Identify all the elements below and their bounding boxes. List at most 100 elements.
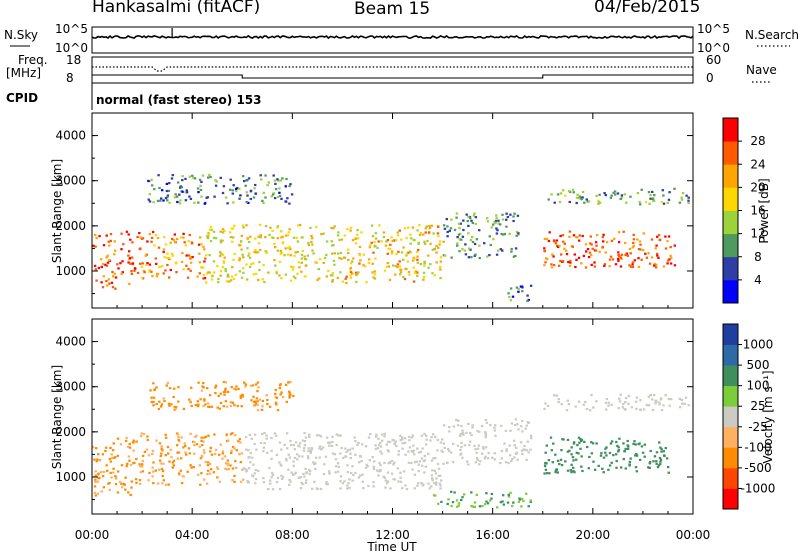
power-cell [404,267,407,271]
vel-cell [284,457,288,460]
power-cell [330,252,334,255]
power-cell [207,233,210,236]
vel-cell [290,471,293,474]
vel-cell [120,482,123,485]
vel-cell [487,452,490,455]
vel-cell [626,444,629,447]
vel-cell [226,468,229,471]
vel-cell [655,462,658,465]
power-cell [373,240,376,243]
power-cell [515,286,519,289]
vel-cell [624,408,627,411]
power-cell [470,256,473,259]
vel-cell [345,450,348,453]
vel-cell [659,446,662,449]
power-cbar-tick-label: 24 [750,157,765,171]
vel-cell [617,450,620,453]
vel-cell [190,466,193,469]
vel-cell [374,444,377,447]
vel-cell [270,476,273,479]
power-cell [649,193,652,197]
vel-cell [490,492,494,496]
vel-cell [460,441,463,444]
power-cell [649,197,652,200]
power-cell [306,254,309,257]
power-cell [438,243,441,246]
power-cell [407,271,411,274]
vel-cell [359,455,362,458]
power-cell [376,246,379,249]
power-cell [543,249,546,252]
power-cell [422,233,425,236]
vel-cell [154,469,157,472]
power-cell [565,253,569,256]
vel-cell [159,454,163,458]
vel-cell [442,462,445,465]
power-cell [499,223,502,226]
vel-cell [178,440,181,443]
power-cell [209,175,212,179]
vel-cell [560,449,563,452]
vel-cell [170,456,173,459]
vel-cell [573,471,576,474]
power-cell [576,193,579,196]
vel-cell [94,474,97,477]
vel-cell [484,431,487,434]
vel-cell [438,482,441,485]
vel-cell [151,475,154,478]
vel-cell [577,436,581,439]
vel-cell [459,434,462,437]
vel-cell [436,449,439,452]
power-cell [661,189,664,192]
power-cell [203,277,207,280]
power-cell [213,271,216,274]
vel-cell [300,481,303,484]
power-cell [431,248,434,251]
vel-cell [507,493,510,496]
vel-cell [566,399,569,402]
freq-label: Freq. [18,53,48,67]
power-cell [558,201,562,204]
power-cell [465,213,468,216]
power-cell [188,233,191,237]
power-cell [153,244,156,247]
vel-cell [288,396,291,399]
power-cell [628,264,631,267]
vel-cell [167,402,171,405]
power-cell [412,266,415,269]
power-cell [163,236,166,239]
vel-cell [96,492,100,495]
power-cell [271,229,274,232]
vel-cell [129,493,132,497]
power-cell [637,257,640,260]
power-cell [374,257,377,260]
vel-cell [256,403,259,407]
power-cell [166,196,169,199]
vel-cell [483,503,487,506]
power-cell [593,261,596,264]
vel-cell [473,444,476,447]
power-cell [435,251,438,254]
power-cell [184,177,187,180]
power-cell [131,241,134,244]
power-cell [160,197,163,200]
power-cell [628,247,632,250]
vel-cell [403,441,407,444]
power-cell [278,194,282,198]
power-cell [193,201,196,204]
power-cell [382,235,386,239]
vel-cell [278,488,282,491]
vel-cell [104,449,107,453]
vel-cell [605,446,608,449]
vel-cell [133,461,136,464]
vel-cell [275,403,278,406]
power-cell [597,201,601,204]
power-cell [547,239,551,243]
vel-cell [102,486,106,489]
power-cell [214,237,218,240]
vel-cell [468,443,471,447]
power-cell [144,254,147,257]
power-cell [629,195,632,198]
vel-cell [431,477,434,480]
power-cell [105,280,108,283]
